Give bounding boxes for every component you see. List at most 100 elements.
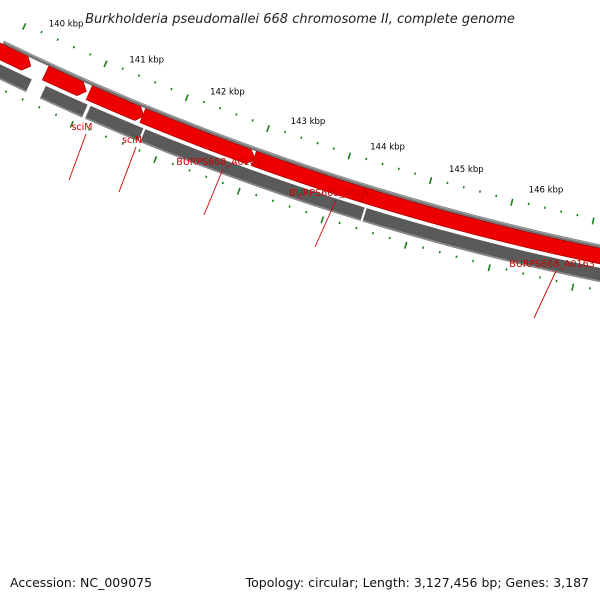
feature-segment <box>362 208 600 283</box>
ruler-minor-tick <box>338 221 341 225</box>
gene-label-leader <box>533 270 557 319</box>
ruler-minor-tick <box>478 190 482 193</box>
ruler-major-tick <box>487 264 491 272</box>
ruler-minor-tick <box>221 181 225 185</box>
ruler-tick-label: 143 kbp <box>291 117 326 127</box>
ruler-minor-tick <box>154 81 157 84</box>
ruler-minor-tick <box>121 142 124 145</box>
ruler-major-tick <box>236 187 241 195</box>
ruler-minor-tick <box>89 53 92 56</box>
ruler-minor-tick <box>235 113 238 116</box>
ruler-minor-tick <box>455 255 458 259</box>
gene-label: BURPS668_A0161 <box>176 157 261 168</box>
ruler-minor-tick <box>495 194 498 198</box>
ruler-minor-tick <box>381 162 384 166</box>
ruler-minor-tick <box>316 141 319 145</box>
ruler-major-tick <box>103 60 108 68</box>
ruler-major-tick <box>69 120 74 128</box>
feature-segment-edge <box>362 219 600 282</box>
ruler-tick-label: 144 kbp <box>370 143 405 153</box>
cds-track <box>0 42 600 265</box>
cds-arrow <box>360 187 600 265</box>
ruler-minor-tick <box>397 167 400 171</box>
ruler-minor-tick <box>188 169 191 172</box>
ruler-minor-tick <box>543 206 546 209</box>
ruler-major-tick <box>21 22 27 30</box>
gene-label-leader <box>68 133 87 181</box>
ruler-minor-tick <box>218 106 222 110</box>
ruler-minor-tick <box>72 45 76 49</box>
ruler-major-tick <box>404 241 408 249</box>
feature-segment-edge <box>40 96 83 118</box>
ruler-minor-tick <box>422 246 425 249</box>
ruler-major-tick <box>266 124 270 133</box>
ruler-major-tick <box>153 155 158 164</box>
ruler-minor-tick <box>371 231 375 235</box>
ruler-minor-tick <box>522 272 525 275</box>
gene-label: sciM <box>71 122 92 133</box>
ruler-minor-tick <box>332 147 335 150</box>
ruler-minor-tick <box>38 105 41 109</box>
ruler-major-tick <box>347 152 352 160</box>
ruler-minor-tick <box>472 259 475 263</box>
gene-label: sciN <box>122 135 142 146</box>
ruler-minor-tick <box>171 162 174 166</box>
ruler-minor-tick <box>56 38 59 42</box>
cds-arrow <box>41 65 87 97</box>
ruler-minor-tick <box>138 149 141 152</box>
cds-arrow <box>85 85 145 121</box>
ruler-minor-tick <box>88 128 91 131</box>
gene-label-leader <box>118 146 137 193</box>
ruler-minor-tick <box>104 135 108 138</box>
feature-segment-edge <box>85 117 139 142</box>
ruler-minor-tick <box>305 210 308 214</box>
ruler-minor-tick <box>300 136 303 139</box>
ruler-minor-tick <box>446 181 449 185</box>
ruler-minor-tick <box>288 205 291 208</box>
feature-track <box>0 64 600 283</box>
ruler-minor-tick <box>21 98 24 101</box>
ruler-minor-tick <box>413 172 417 175</box>
ruler-tick-label: 141 kbp <box>129 55 164 65</box>
ruler-minor-tick <box>4 90 8 93</box>
ruler-minor-tick <box>255 193 258 197</box>
ruler-minor-tick <box>438 251 441 254</box>
ruler-minor-tick <box>271 199 275 203</box>
feature-segment-edge <box>140 140 362 221</box>
ruler-minor-tick <box>538 276 541 279</box>
ruler-minor-tick <box>505 268 508 271</box>
ruler-minor-tick <box>137 74 141 77</box>
ruler-major-tick <box>510 198 514 206</box>
cds-arrow <box>139 108 256 165</box>
ruler-major-tick <box>428 177 433 185</box>
gene-label: BURPS668_A0162 <box>289 188 374 199</box>
ruler-minor-tick <box>462 186 465 189</box>
map-title: Burkholderia pseudomallei 668 chromosome… <box>85 12 515 27</box>
gene-label: BURPS668_A0163 <box>509 259 594 270</box>
ruler-tick-label: 142 kbp <box>210 88 245 98</box>
backbone-highlight <box>3 41 600 246</box>
feature-segment <box>39 85 88 118</box>
ruler-tick-label: 146 kbp <box>529 185 564 195</box>
backbone-line <box>2 40 600 249</box>
ruler-minor-tick <box>205 175 208 179</box>
ruler-minor-tick <box>365 157 368 161</box>
backbone-ring <box>2 40 600 249</box>
feature-segment <box>85 105 144 142</box>
ruler-tick-label: 145 kbp <box>449 165 484 175</box>
feature-segment <box>0 64 32 93</box>
ruler: 140 kbp 141 kbp 142 kbp 143 kbp 144 kbp 145 k… <box>4 20 595 291</box>
ruler-tick-label: 140 kbp <box>49 20 84 30</box>
ruler-minor-tick <box>283 130 287 134</box>
genome-summary-text: Topology: circular; Length: 3,127,456 bp… <box>245 575 589 590</box>
accession-text: Accession: NC_009075 <box>10 575 153 590</box>
ruler-major-tick <box>591 217 595 225</box>
feature-segment-edge <box>0 77 27 92</box>
ruler-minor-tick <box>54 113 58 117</box>
ruler-minor-tick <box>355 226 358 230</box>
ruler-minor-tick <box>251 119 254 122</box>
gene-label-leader <box>314 199 337 248</box>
ruler-minor-tick <box>388 236 391 240</box>
cds-arrow <box>0 42 32 71</box>
